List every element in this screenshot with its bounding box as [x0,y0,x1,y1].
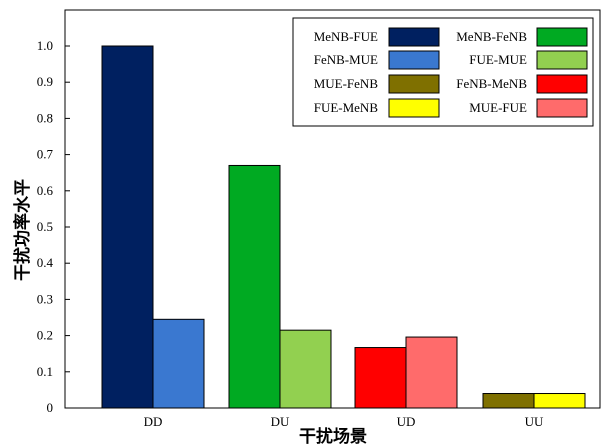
y-tick-label: 0.3 [37,291,53,306]
x-tick-label: DD [144,414,163,429]
legend: MeNB-FUE MeNB-FeNB FeNB-MUE FUE-MUE MUE-FeNB… [292,17,594,127]
legend-swatch [536,74,588,94]
x-tick-label: UD [397,414,416,429]
x-tick-label: UU [525,414,544,429]
x-axis: DD DU UD UU [144,403,544,429]
plot-area-frame [64,9,601,409]
legend-swatch [388,27,440,47]
y-tick-label: 0.1 [37,364,53,379]
x-tick-label: DU [271,414,290,429]
bar-fenb-mue [152,318,205,409]
bars-group [101,45,586,409]
bar-menb-fenb [228,164,281,409]
legend-label: FeNB-MUE [314,52,378,67]
legend-label: FUE-MUE [469,52,527,67]
y-tick-label: 0.4 [37,255,54,270]
bar-fue-mue [279,329,332,409]
y-tick-label: 0.2 [37,328,53,343]
legend-label: FeNB-MeNB [456,76,527,91]
legend-swatch [536,27,588,47]
legend-label: MeNB-FUE [314,29,378,44]
y-tick-label: 0.8 [37,110,53,125]
x-axis-title: 干扰场景 [299,426,367,447]
y-tick-label: 0.9 [37,74,53,89]
y-tick-label: 1.0 [37,38,53,53]
y-axis: 0 0.1 0.2 0.3 0.4 0.5 0.6 0.7 0.8 0.9 1.0 [37,38,70,415]
y-axis-title: 干扰功率水平 [12,179,33,281]
bar-fenb-menb [354,347,407,409]
legend-swatch [536,98,588,118]
legend-swatch [388,50,440,70]
legend-swatch [536,50,588,70]
bar-fue-menb [533,393,586,409]
bar-menb-fue [101,45,154,409]
legend-label: MUE-FUE [469,100,527,115]
bar-mue-fue [405,336,458,409]
legend-label: FUE-MeNB [314,100,379,115]
legend-swatch [388,74,440,94]
legend-swatch [388,98,440,118]
legend-label: MeNB-FeNB [456,29,527,44]
legend-label: MUE-FeNB [314,76,379,91]
bar-mue-fenb [482,393,535,409]
y-tick-label: 0.7 [37,147,54,162]
y-tick-label: 0.6 [37,183,54,198]
y-tick-label: 0 [47,400,54,415]
y-tick-label: 0.5 [37,219,53,234]
